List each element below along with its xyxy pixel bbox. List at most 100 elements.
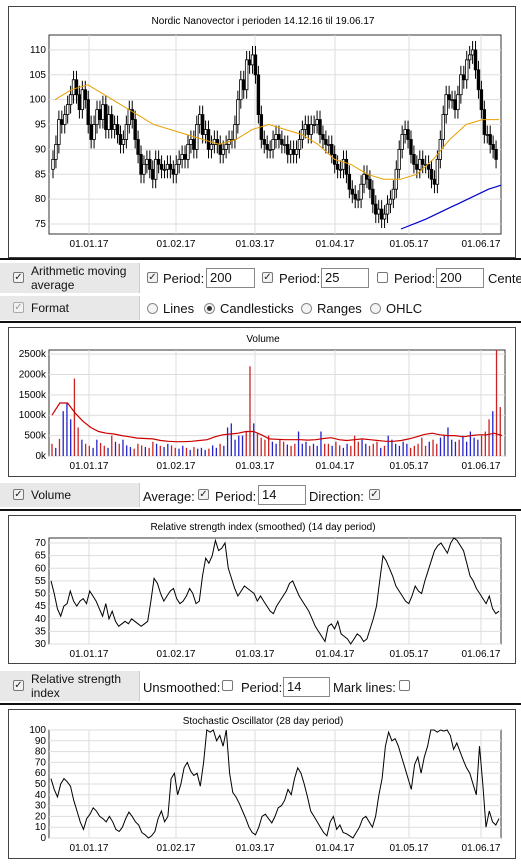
rsi-x-tick-label: 01.03.17 — [236, 649, 275, 660]
candle-body — [359, 183, 363, 200]
candle-body — [139, 153, 143, 175]
volume-x-tick-label: 01.01.17 — [70, 461, 109, 472]
rsi-y-tick-label: 50 — [35, 589, 47, 600]
stochastic-chart-panel: Stochastic Oscillator (28 day period) 10… — [8, 709, 516, 859]
price-y-tick-label: 85 — [35, 169, 47, 180]
candle-body — [206, 129, 211, 150]
candle-body — [209, 144, 214, 150]
price-chart: Nordic Nanovector i perioden 14.12.16 ti… — [29, 16, 502, 250]
rsi-chart-panel: Relative strength index (smoothed) (14 d… — [8, 515, 516, 664]
period1-checkbox[interactable]: ✓ — [147, 272, 158, 283]
stochastic-chart-title: Stochastic Oscillator (28 day period) — [183, 716, 344, 727]
candle-body — [174, 163, 178, 175]
candle-body — [365, 173, 369, 180]
rsi-y-tick-label: 60 — [35, 563, 47, 574]
price-y-tick-label: 80 — [35, 194, 47, 205]
volume-checkbox[interactable]: ✓ — [13, 489, 24, 500]
candle-body — [242, 79, 246, 91]
candle-body — [89, 124, 93, 140]
candle-body — [192, 139, 196, 150]
candle-body — [441, 114, 445, 140]
format-label: Format — [31, 301, 70, 315]
candle-body — [324, 139, 328, 145]
candle-body — [233, 124, 237, 140]
rsi-chart-title: Relative strength index (smoothed) (14 d… — [150, 522, 375, 533]
candle-body — [54, 144, 58, 160]
candle-body — [382, 213, 387, 220]
volume-average-line — [51, 402, 503, 443]
price-chart-title: Nordic Nanovector i perioden 14.12.16 ti… — [152, 16, 375, 27]
candle-body — [432, 178, 437, 185]
candle-body — [86, 99, 90, 125]
stochastic-x-tick-label: 01.01.17 — [70, 843, 109, 854]
price-x-tick-label: 01.06.17 — [462, 239, 501, 250]
period3-input[interactable]: 200 — [436, 268, 484, 288]
candle-body — [145, 158, 149, 165]
volume-chart-title: Volume — [246, 334, 280, 345]
candle-body — [244, 59, 249, 91]
volume-x-tick-label: 01.05.17 — [390, 461, 429, 472]
stochastic-y-tick-label: 10 — [35, 822, 47, 833]
candle-body — [459, 74, 463, 96]
period1-input[interactable]: 200 — [206, 268, 255, 288]
stochastic-y-tick-label: 50 — [35, 779, 47, 790]
direction-checkbox[interactable]: ✓ — [369, 489, 380, 500]
ohlc-radio[interactable] — [370, 303, 381, 314]
candle-body — [350, 188, 354, 195]
candle-body — [239, 79, 243, 101]
candle-body — [429, 168, 434, 180]
price-x-tick-label: 01.01.17 — [70, 239, 109, 250]
price-chart-panel: Nordic Nanovector i perioden 14.12.16 ti… — [8, 6, 516, 258]
candle-body — [71, 79, 76, 96]
candle-body — [435, 158, 440, 185]
candle-body — [168, 163, 173, 170]
moving-average-controls: Arithmetic moving average ✓ ✓ Period: 20… — [0, 263, 521, 293]
candle-body — [312, 124, 316, 126]
candle-body — [171, 168, 176, 175]
candle-body — [321, 134, 325, 140]
candle-body — [107, 114, 111, 130]
candlesticks-option-label: Candlesticks — [220, 301, 294, 316]
candle-body — [488, 134, 492, 145]
rsi-y-tick-label: 55 — [35, 576, 47, 587]
candle-body — [462, 74, 466, 81]
average-checkbox[interactable]: ✓ — [198, 489, 209, 500]
price-y-tick-label: 105 — [29, 70, 46, 81]
candle-body — [124, 124, 129, 140]
candle-body — [456, 94, 460, 111]
rsi-y-tick-label: 35 — [35, 626, 47, 637]
volume-x-tick-label: 01.04.17 — [316, 461, 355, 472]
format-checkbox[interactable]: ✓ — [13, 302, 24, 313]
marklines-checkbox[interactable] — [399, 680, 410, 691]
stochastic-chart: Stochastic Oscillator (28 day period) 10… — [29, 716, 502, 854]
period3-label: Period: — [394, 271, 436, 286]
period2-input[interactable]: 25 — [321, 268, 369, 288]
candle-body — [153, 158, 158, 180]
candle-body — [218, 144, 222, 155]
candle-body — [294, 149, 299, 155]
lines-radio[interactable] — [147, 303, 158, 314]
candle-body — [262, 139, 266, 145]
unsmoothed-checkbox[interactable] — [222, 680, 233, 691]
period3-checkbox[interactable] — [377, 272, 388, 283]
rsi-checkbox[interactable]: ✓ — [13, 680, 24, 691]
rsi-period-input[interactable]: 14 — [283, 677, 330, 697]
rsi-y-tick-label: 70 — [35, 538, 47, 549]
volume-x-tick-label: 01.03.17 — [236, 461, 275, 472]
period2-checkbox[interactable]: ✓ — [262, 272, 273, 283]
moving-average-checkbox[interactable]: ✓ — [13, 272, 24, 283]
lines-option-label: Lines — [163, 301, 195, 316]
candle-body — [186, 144, 190, 160]
volume-label: Volume — [31, 488, 72, 502]
candle-body — [318, 119, 322, 135]
candle-body — [247, 59, 252, 66]
candlesticks-radio[interactable] — [204, 303, 215, 314]
volume-period-input[interactable]: 14 — [258, 485, 306, 505]
rsi-x-tick-label: 01.05.17 — [390, 649, 429, 660]
candle-body — [115, 124, 120, 135]
candle-body — [200, 114, 205, 135]
separator — [0, 703, 521, 705]
ranges-radio[interactable] — [301, 303, 312, 314]
candle-body — [286, 144, 290, 155]
volume-y-tick-label: 500k — [24, 431, 47, 442]
